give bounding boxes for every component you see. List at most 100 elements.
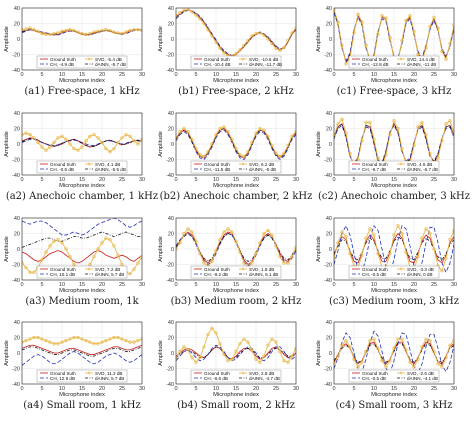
series-marker-svd bbox=[92, 133, 96, 137]
series-marker-svd bbox=[274, 244, 278, 248]
legend-marker-svd bbox=[399, 57, 403, 61]
series-marker-svd bbox=[68, 255, 72, 259]
series-marker-svd bbox=[340, 117, 344, 121]
series-marker-svd bbox=[234, 147, 238, 151]
series-line-dainn bbox=[334, 343, 454, 363]
series-marker-svd bbox=[88, 134, 92, 138]
series-marker-svd bbox=[356, 12, 360, 16]
series-marker-svd bbox=[40, 337, 44, 341]
legend-entry: SVD, 14.4 dB bbox=[407, 57, 435, 62]
series-marker-svd bbox=[340, 43, 344, 47]
legend-entry: SVD, 7.2 dB bbox=[95, 267, 120, 272]
series-marker-svd bbox=[206, 332, 210, 337]
y-tick-label: -40 bbox=[324, 173, 332, 179]
x-tick-label: 0 bbox=[20, 282, 23, 288]
series-marker-svd bbox=[190, 137, 194, 141]
legend-entry: SVD, -5.4 dB bbox=[95, 57, 122, 62]
series-line-dainn bbox=[22, 346, 142, 357]
x-tick-label: 30 bbox=[139, 386, 145, 392]
series-marker-svd bbox=[388, 35, 392, 40]
series-marker-svd bbox=[238, 250, 242, 254]
series-marker-svd bbox=[96, 342, 100, 346]
legend-entry: SVD, 11.2 dB bbox=[95, 371, 123, 376]
series-marker-svd bbox=[376, 346, 380, 350]
x-tick-label: 20 bbox=[99, 386, 105, 392]
series-marker-svd bbox=[242, 43, 246, 47]
series-marker-svd bbox=[230, 230, 234, 234]
series-marker-svd bbox=[348, 345, 352, 349]
series-marker-svd bbox=[404, 250, 408, 254]
series-marker-svd bbox=[384, 16, 388, 20]
series-marker-svd bbox=[408, 14, 412, 18]
series-marker-svd bbox=[72, 262, 76, 267]
series-marker-svd bbox=[294, 26, 296, 30]
x-axis-label: Microphone index bbox=[213, 78, 259, 84]
series-marker-svd bbox=[24, 266, 28, 270]
x-axis-label: Microphone index bbox=[213, 183, 259, 189]
legend-marker-svd bbox=[241, 57, 245, 61]
y-tick-label: -20 bbox=[324, 367, 332, 373]
series-marker-svd bbox=[286, 38, 290, 43]
series-marker-svd bbox=[84, 339, 88, 343]
series-marker-svd bbox=[72, 28, 76, 33]
series-marker-svd bbox=[182, 231, 186, 236]
x-axis-label: Microphone index bbox=[59, 183, 105, 189]
series-marker-svd bbox=[372, 233, 376, 237]
x-tick-label: 20 bbox=[411, 72, 417, 78]
plot-frame bbox=[333, 112, 455, 176]
series-marker-svd bbox=[254, 357, 258, 361]
y-tick-label: -40 bbox=[12, 173, 20, 179]
x-axis-label: Microphone index bbox=[371, 392, 417, 398]
series-marker-svd bbox=[266, 134, 270, 138]
series-marker-svd bbox=[64, 28, 68, 33]
x-tick-label: 25 bbox=[273, 282, 279, 288]
x-tick-label: 15 bbox=[79, 386, 85, 392]
y-tick-label: -20 bbox=[12, 158, 20, 164]
y-tick-label: 0 bbox=[17, 37, 20, 43]
series-marker-svd bbox=[124, 30, 128, 34]
x-tick-label: 5 bbox=[40, 282, 43, 288]
series-marker-svd bbox=[226, 359, 230, 363]
series-marker-svd bbox=[384, 365, 388, 369]
plot-frame bbox=[333, 217, 455, 281]
series-marker-svd bbox=[52, 140, 56, 145]
series-marker-svd bbox=[96, 247, 100, 251]
series-marker-svd bbox=[352, 357, 356, 361]
y-tick-label: 0 bbox=[171, 351, 174, 357]
series-marker-svd bbox=[364, 43, 368, 47]
x-tick-label: 10 bbox=[371, 282, 377, 288]
legend-entry: dAINN, 6.1 dB bbox=[249, 272, 278, 277]
series-marker-svd bbox=[444, 256, 448, 260]
series-marker-svd bbox=[32, 136, 36, 140]
series-marker-svd bbox=[88, 262, 92, 267]
x-axis-label: Microphone index bbox=[371, 183, 417, 189]
series-marker-svd bbox=[444, 122, 448, 126]
series-line-dainn bbox=[22, 231, 142, 248]
panel-caption: (c2) Anechoic chamber, 3 kHz bbox=[318, 191, 470, 202]
legend-entry: Ground truth bbox=[362, 267, 388, 272]
series-marker-svd bbox=[452, 228, 454, 232]
y-tick-label: -20 bbox=[12, 367, 20, 373]
y-tick-label: 20 bbox=[14, 232, 20, 238]
legend-box bbox=[348, 369, 440, 383]
series-marker-svd bbox=[68, 142, 72, 146]
series-line-ch bbox=[176, 233, 296, 267]
y-tick-label: 40 bbox=[168, 320, 174, 326]
x-axis-label: Microphone index bbox=[371, 78, 417, 84]
series-marker-svd bbox=[202, 154, 206, 158]
series-marker-svd bbox=[360, 360, 364, 364]
legend-box bbox=[348, 265, 440, 279]
series-marker-svd bbox=[96, 136, 100, 140]
series-marker-svd bbox=[294, 245, 296, 250]
series-marker-svd bbox=[262, 128, 266, 132]
x-tick-label: 5 bbox=[352, 386, 355, 392]
y-axis-label: Amplitude bbox=[158, 340, 164, 366]
chart-panel: 0 5 10 15 20 25 30 -40 -20 0 20 40 Microphone index A… bbox=[158, 111, 312, 202]
series-marker-svd bbox=[444, 356, 448, 360]
series-line-dainn bbox=[334, 236, 454, 261]
series-marker-svd bbox=[178, 11, 182, 15]
series-marker-svd bbox=[36, 29, 40, 33]
series-marker-svd bbox=[258, 360, 262, 364]
series-line-ch bbox=[176, 129, 296, 161]
x-axis-label: Microphone index bbox=[59, 78, 105, 84]
